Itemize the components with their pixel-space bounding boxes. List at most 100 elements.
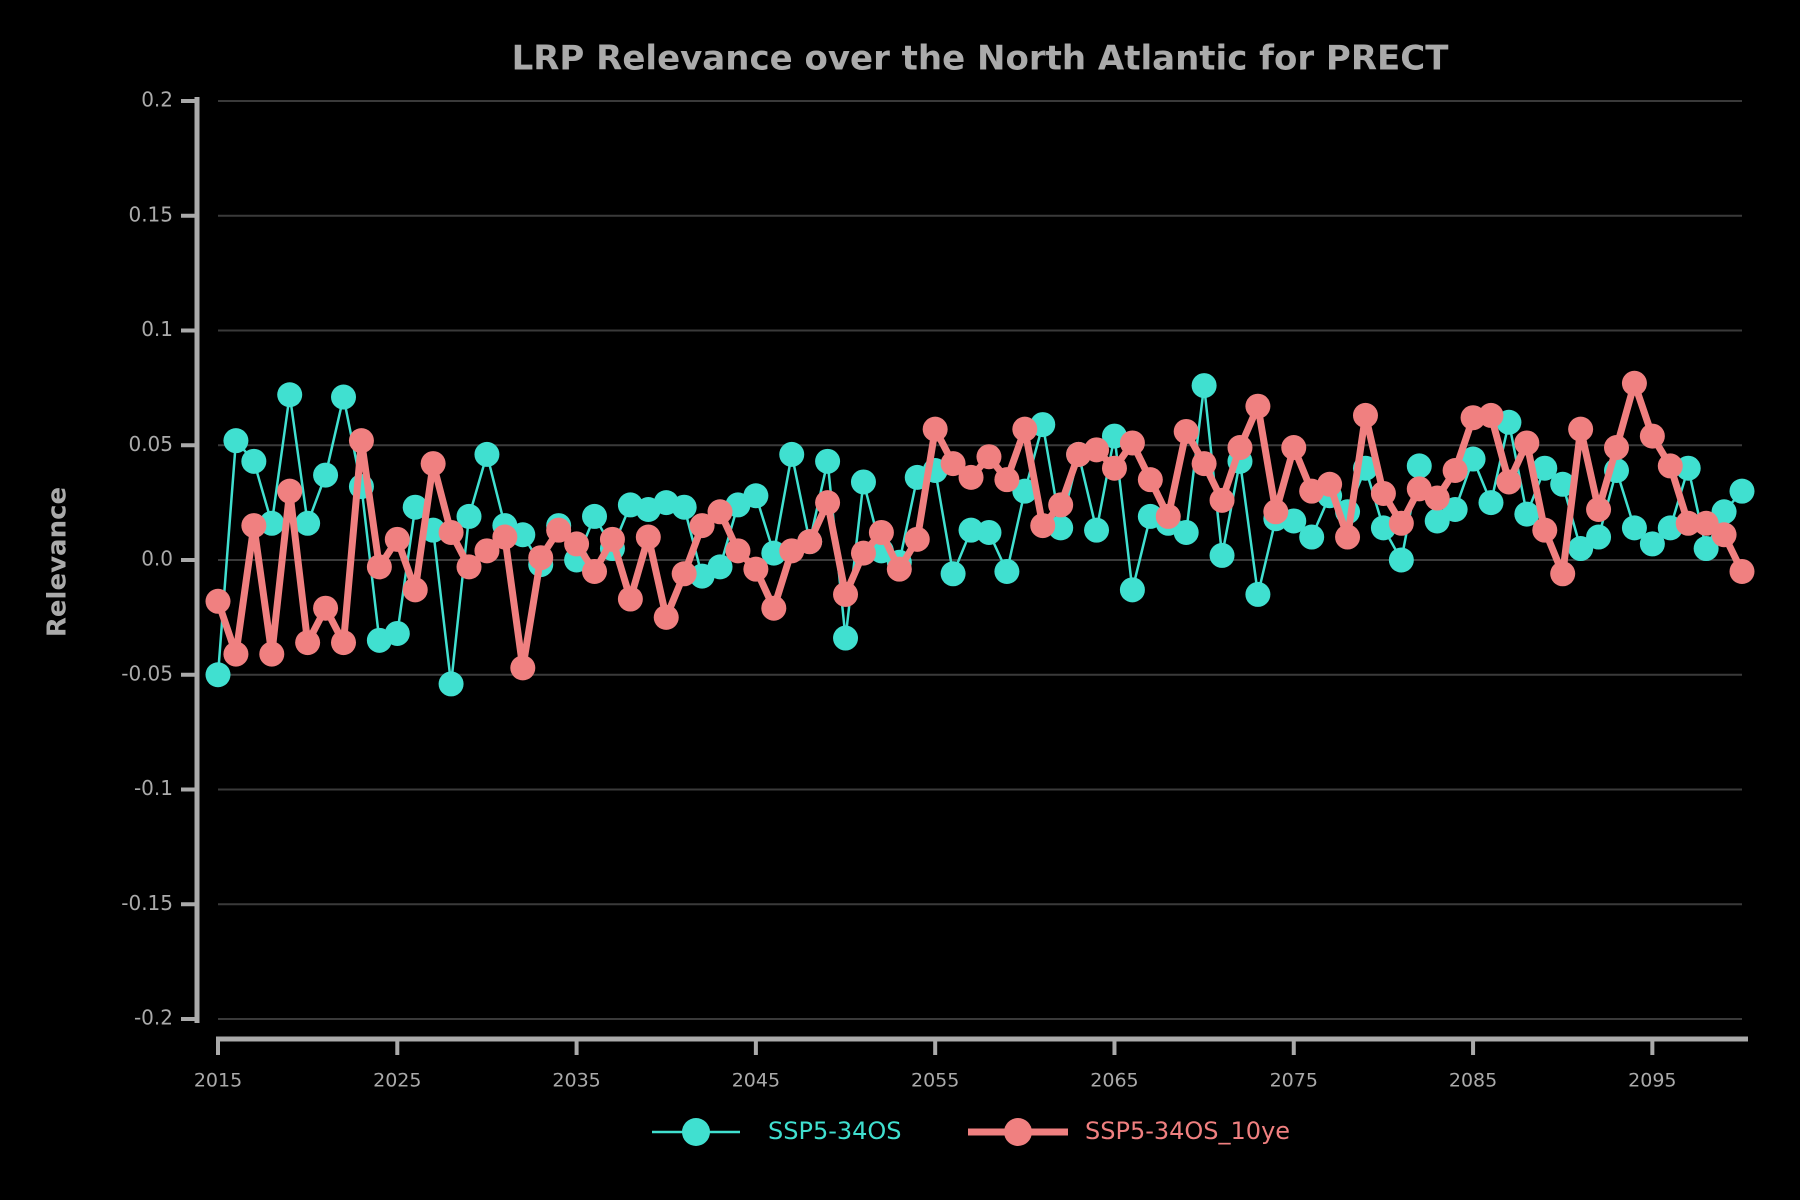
point	[707, 554, 733, 580]
point	[707, 499, 733, 525]
point	[1621, 370, 1647, 396]
point	[1675, 510, 1701, 536]
point	[313, 595, 339, 621]
point	[348, 428, 374, 454]
point	[599, 526, 625, 552]
point	[366, 554, 392, 580]
point	[922, 416, 948, 442]
point	[868, 519, 894, 545]
point	[1478, 490, 1504, 516]
point	[384, 526, 410, 552]
point	[815, 448, 841, 474]
point	[241, 448, 267, 474]
point	[313, 462, 339, 488]
point	[1137, 467, 1163, 493]
point	[743, 483, 769, 509]
point	[295, 630, 321, 656]
y-tick-label: 0.2	[141, 88, 173, 112]
point	[1335, 524, 1361, 550]
point	[474, 538, 500, 564]
point	[1155, 503, 1181, 529]
point	[1370, 480, 1396, 506]
point	[671, 561, 697, 587]
point	[1639, 531, 1665, 557]
point	[1317, 471, 1343, 497]
x-tick-label: 2055	[911, 1070, 959, 1092]
point	[1460, 446, 1486, 472]
point	[205, 588, 231, 614]
point	[1478, 402, 1504, 428]
y-tick-label: -0.15	[121, 891, 173, 915]
point	[1119, 577, 1145, 603]
point	[797, 529, 823, 555]
point	[689, 513, 715, 539]
point	[1568, 536, 1594, 562]
point	[510, 655, 536, 681]
point	[671, 494, 697, 520]
point	[1711, 522, 1737, 548]
x-tick-label: 2035	[552, 1070, 600, 1092]
point	[241, 513, 267, 539]
point	[1729, 558, 1755, 584]
point	[1568, 416, 1594, 442]
point	[582, 558, 608, 584]
point	[1729, 478, 1755, 504]
x-tick-label: 2095	[1628, 1070, 1676, 1092]
point	[1191, 451, 1217, 477]
point	[223, 428, 249, 454]
point	[528, 545, 554, 571]
x-tick-label: 2015	[194, 1070, 242, 1092]
point	[994, 558, 1020, 584]
y-tick-label: -0.05	[121, 661, 173, 685]
point	[1693, 536, 1719, 562]
y-tick-label: 0.1	[141, 317, 173, 341]
point	[1119, 430, 1145, 456]
point	[976, 519, 1002, 545]
point	[1209, 542, 1235, 568]
point	[1388, 547, 1414, 573]
point	[1299, 524, 1325, 550]
point	[564, 531, 590, 557]
point	[223, 641, 249, 667]
point	[438, 519, 464, 545]
y-tick-label: 0.0	[141, 547, 173, 571]
legend-marker	[682, 1118, 710, 1146]
point	[456, 554, 482, 580]
point	[1012, 416, 1038, 442]
x-tick-label: 2025	[373, 1070, 421, 1092]
point	[1442, 497, 1468, 523]
point	[402, 494, 428, 520]
point	[1424, 485, 1450, 511]
point	[1442, 457, 1468, 483]
point	[1173, 519, 1199, 545]
point	[958, 464, 984, 490]
point	[1227, 435, 1253, 461]
point	[904, 526, 930, 552]
point	[653, 604, 679, 630]
y-tick-label: 0.05	[128, 432, 173, 456]
point	[1084, 437, 1110, 463]
legend-marker	[1004, 1118, 1032, 1146]
point	[1603, 435, 1629, 461]
point	[277, 382, 303, 408]
point	[331, 630, 357, 656]
point	[1550, 561, 1576, 587]
point	[474, 441, 500, 467]
y-tick-label: 0.15	[128, 202, 173, 226]
x-tick-label: 2075	[1270, 1070, 1318, 1092]
point	[1424, 508, 1450, 534]
point	[277, 478, 303, 504]
point	[1586, 497, 1612, 523]
point	[850, 469, 876, 495]
y-axis-label: Relevance	[43, 487, 73, 637]
point	[420, 451, 446, 477]
point	[1245, 581, 1271, 607]
point	[994, 467, 1020, 493]
point	[617, 586, 643, 612]
point	[1101, 455, 1127, 481]
point	[1657, 453, 1683, 479]
point	[833, 581, 859, 607]
point	[743, 556, 769, 582]
point	[1406, 453, 1432, 479]
